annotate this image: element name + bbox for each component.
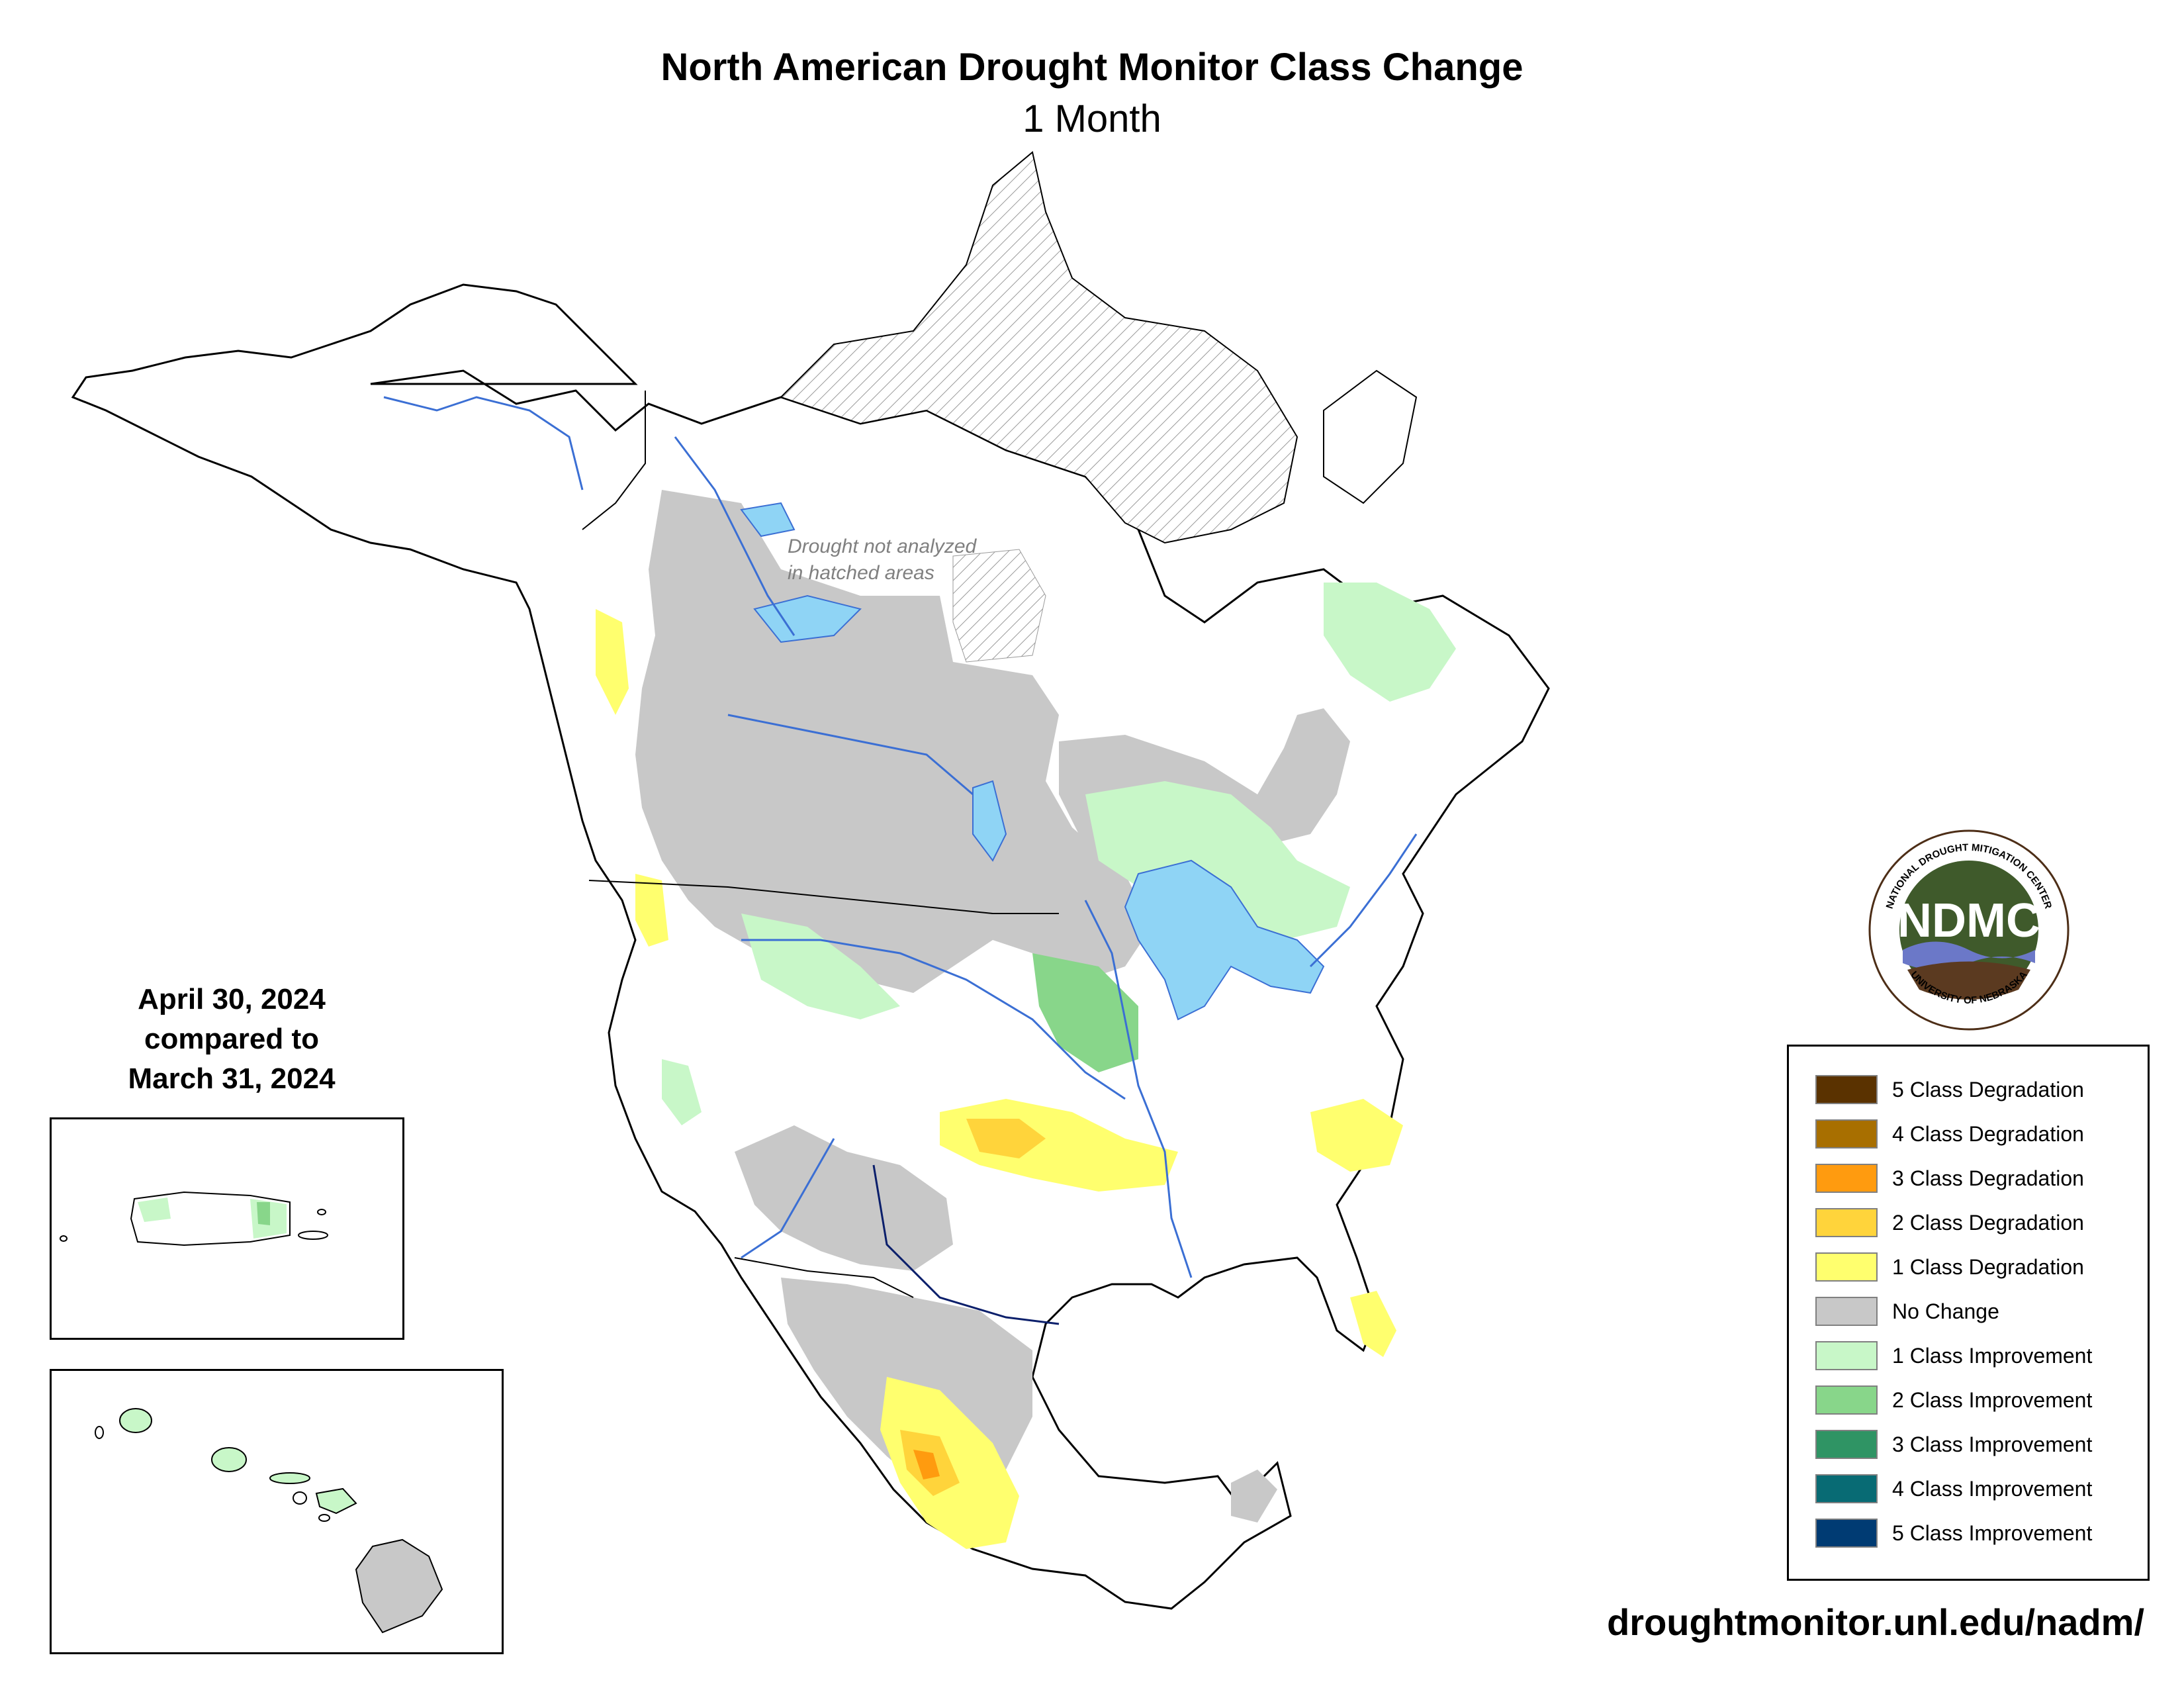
hawaii-big-island: [355, 1538, 443, 1634]
great-slave-lake: [753, 594, 862, 643]
legend-item: 4 Class Degradation: [1815, 1117, 2084, 1150]
legend-swatch: [1815, 1252, 1878, 1282]
legend-item: 2 Class Improvement: [1815, 1383, 2092, 1417]
legend-swatch: [1815, 1430, 1878, 1459]
kauai-island: [119, 1408, 152, 1433]
canada-us-border: [588, 880, 1059, 914]
legend-label: No Change: [1892, 1299, 1999, 1323]
us-mexico-border: [734, 1257, 914, 1298]
improvement-area-midwest: [1032, 953, 1138, 1072]
lanai-island: [293, 1491, 307, 1505]
arctic-islands-hatched: [780, 151, 1298, 544]
legend-label: 1 Class Degradation: [1892, 1254, 2084, 1279]
legend-swatch: [1815, 1341, 1878, 1370]
culebra-island: [317, 1209, 326, 1215]
puerto-rico-inset: [50, 1117, 404, 1340]
nunavut-hatched-region: [952, 549, 1046, 663]
legend-swatch: [1815, 1164, 1878, 1193]
molokai-island: [269, 1472, 310, 1484]
rio-grande: [872, 1164, 1060, 1325]
legend-swatch: [1815, 1119, 1878, 1149]
st-lawrence-river: [1309, 833, 1418, 968]
degradation-2-class-texas: [966, 1119, 1046, 1158]
mackenzie-river: [674, 436, 796, 636]
alaska-canada-border: [582, 391, 646, 530]
legend-label: 3 Class Degradation: [1892, 1166, 2084, 1190]
legend-swatch: [1815, 1075, 1878, 1104]
legend-swatch: [1815, 1208, 1878, 1237]
puerto-rico-island: [130, 1191, 291, 1246]
degradation-area-oregon: [635, 874, 668, 947]
no-change-area-southwest: [735, 1125, 953, 1271]
logo-text: NDMC: [1897, 894, 2040, 947]
date-previous: March 31, 2024: [128, 1062, 336, 1095]
legend-swatch: [1815, 1474, 1878, 1503]
ndmc-seal: NDMC NATIONAL DROUGHT MITIGATION CENTER …: [1868, 829, 2070, 1031]
legend-label: 5 Class Degradation: [1892, 1077, 2084, 1102]
legend-item: 3 Class Degradation: [1815, 1162, 2084, 1195]
puerto-rico-improvement-west: [138, 1197, 171, 1222]
legend-item: No Change: [1815, 1295, 1999, 1328]
legend-label: 2 Class Degradation: [1892, 1210, 2084, 1235]
legend-item: 3 Class Improvement: [1815, 1428, 2092, 1461]
legend-swatch: [1815, 1385, 1878, 1415]
hatch-note-line-1: Drought not analyzed: [788, 536, 977, 557]
source-url[interactable]: droughtmonitor.unl.edu/nadm/: [1607, 1601, 2144, 1643]
legend-label: 3 Class Improvement: [1892, 1432, 2093, 1456]
greenland-edge: [1323, 369, 1418, 504]
improvement-area-west-coast: [662, 1059, 702, 1125]
date-current: April 30, 2024: [138, 983, 326, 1015]
degradation-area-southeast: [1310, 1099, 1403, 1172]
legend-label: 5 Class Improvement: [1892, 1521, 2093, 1545]
hatch-note-line-2: in hatched areas: [788, 562, 934, 584]
legend-item: 4 Class Improvement: [1815, 1472, 2092, 1505]
kahoolawe-island: [318, 1514, 330, 1522]
yukon-river: [383, 396, 584, 491]
missouri-river: [741, 939, 1126, 1100]
hawaii-inset: [50, 1369, 504, 1654]
legend-item: 2 Class Degradation: [1815, 1206, 2084, 1239]
vieques-island: [298, 1231, 328, 1240]
colorado-river: [741, 1138, 835, 1259]
legend-item: 5 Class Degradation: [1815, 1073, 2084, 1106]
map-title: North American Drought Monitor Class Cha…: [660, 46, 1524, 89]
legend: 5 Class Degradation 4 Class Degradation 3 …: [1787, 1045, 2150, 1581]
ndmc-logo: NDMC NATIONAL DROUGHT MITIGATION CENTER …: [1866, 827, 2071, 1033]
great-bear-lake: [740, 502, 796, 538]
niihau-island: [95, 1426, 104, 1439]
puerto-rico-improvement-2-class: [257, 1202, 270, 1225]
legend-item: 1 Class Degradation: [1815, 1250, 2084, 1284]
maui-island: [315, 1487, 357, 1515]
date-comparison: April 30, 2024 compared to March 31, 202…: [99, 980, 364, 1099]
legend-label: 4 Class Improvement: [1892, 1476, 2093, 1501]
map-subtitle: 1 Month: [1023, 97, 1161, 140]
great-lakes: [1124, 859, 1325, 1021]
oahu-island: [211, 1447, 247, 1472]
legend-swatch: [1815, 1519, 1878, 1548]
hawaii-map: [95, 1408, 443, 1634]
no-change-area-yucatan: [1231, 1470, 1277, 1523]
legend-swatch: [1815, 1297, 1878, 1326]
degradation-area-pacific-northwest: [596, 609, 629, 715]
legend-label: 2 Class Improvement: [1892, 1387, 2093, 1412]
legend-label: 1 Class Improvement: [1892, 1343, 2093, 1368]
date-compared-to: compared to: [144, 1023, 320, 1055]
puerto-rico-map: [60, 1191, 328, 1246]
mona-island: [60, 1235, 68, 1242]
legend-item: 5 Class Improvement: [1815, 1517, 2092, 1550]
degradation-area-florida: [1350, 1291, 1396, 1357]
saskatchewan-river: [727, 714, 974, 796]
improvement-area-labrador: [1324, 583, 1456, 702]
mississippi-river: [1084, 900, 1193, 1278]
lake-winnipeg: [972, 780, 1007, 862]
degradation-3-class-mexico: [913, 1450, 940, 1479]
improvement-area-great-lakes: [1085, 781, 1350, 940]
legend-item: 1 Class Improvement: [1815, 1339, 2092, 1372]
legend-label: 4 Class Degradation: [1892, 1121, 2084, 1146]
hatch-note: Drought not analyzed in hatched areas: [788, 534, 976, 586]
